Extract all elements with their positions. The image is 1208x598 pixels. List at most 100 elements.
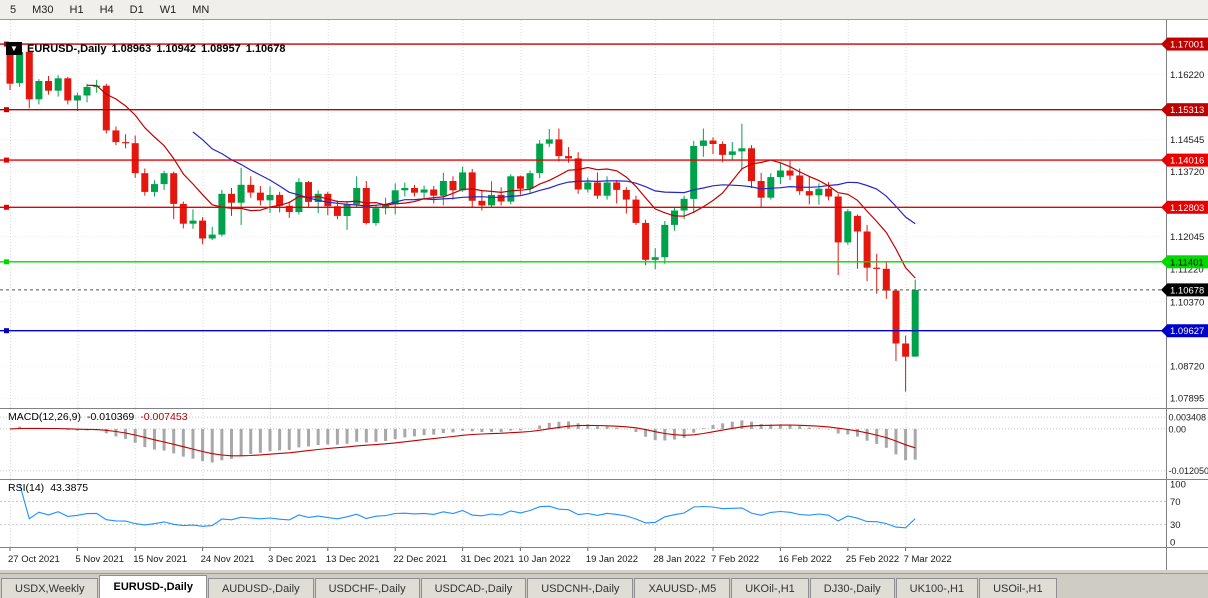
tab-dj30-daily[interactable]: DJ30-,Daily xyxy=(809,578,895,598)
candle xyxy=(324,191,332,216)
candle xyxy=(757,172,765,209)
rsi-pane[interactable]: 100 70 30 0 RSI(14) 43.3875 xyxy=(0,480,1208,548)
candle xyxy=(276,191,284,213)
candle xyxy=(507,174,515,205)
candle xyxy=(420,185,428,199)
candle xyxy=(102,83,110,134)
macd-axis-label: 0.00 xyxy=(1169,424,1187,434)
main-chart-pane[interactable]: 1.16220 1.14545 1.13720 1.12045 1.11220 1.103… xyxy=(0,20,1208,409)
date-axis-label: 27 Oct 2021 xyxy=(8,554,60,565)
price-axis-label: 1.16220 xyxy=(1170,70,1204,81)
tab-usdcad-daily[interactable]: USDCAD-,Daily xyxy=(420,578,527,598)
candle xyxy=(266,186,274,213)
candle xyxy=(690,140,698,214)
timeframe-button-m30[interactable]: M30 xyxy=(32,3,54,16)
tab-usdx-weekly[interactable]: USDX,Weekly xyxy=(1,578,99,598)
candle xyxy=(671,207,678,231)
candle xyxy=(699,128,707,157)
rsi-axis-label: 0 xyxy=(1170,538,1175,548)
tab-usdcnh-daily[interactable]: USDCNH-,Daily xyxy=(527,578,634,598)
candle xyxy=(834,193,842,275)
tab-uk100-h1[interactable]: UK100-,H1 xyxy=(895,578,979,598)
timeframe-button-d1[interactable]: D1 xyxy=(129,3,144,16)
candle xyxy=(218,189,226,237)
candle xyxy=(372,205,380,226)
tab-eurusd-daily[interactable]: EURUSD-,Daily xyxy=(99,575,207,598)
timeframe-button-mn[interactable]: MN xyxy=(192,3,210,16)
candle xyxy=(574,152,582,194)
candle xyxy=(449,176,457,200)
tab-usoil-h1[interactable]: USOil-,H1 xyxy=(979,578,1057,598)
macd-pane[interactable]: 0.003408 0.00 -0.012050 MACD(12,26,9) -0.0… xyxy=(0,409,1208,480)
candle xyxy=(873,254,881,294)
candle xyxy=(411,184,418,197)
price-line-label: 1.12803 xyxy=(1170,203,1204,214)
candle xyxy=(892,289,900,361)
price-axis-label: 1.12045 xyxy=(1170,232,1204,243)
rsi-axis-label: 100 xyxy=(1170,480,1186,491)
price-axis-label: 1.13720 xyxy=(1170,167,1204,178)
price-axis-label: 1.11220 xyxy=(1170,264,1204,275)
candle xyxy=(64,76,72,105)
candle xyxy=(199,217,207,245)
candle xyxy=(247,176,255,198)
ohlc-high: 1.10942 xyxy=(156,42,196,55)
chart-dropdown-icon[interactable]: ▼ xyxy=(6,42,22,55)
timeframe-button-5[interactable]: 5 xyxy=(10,3,17,16)
date-axis-canvas: 27 Oct 2021 5 Nov 2021 15 Nov 2021 24 Nov 2… xyxy=(8,548,1167,570)
candle xyxy=(622,187,630,214)
candle xyxy=(391,183,399,215)
candle xyxy=(305,181,312,208)
macd-histogram xyxy=(18,420,917,463)
candle xyxy=(160,170,168,190)
hline-handle xyxy=(4,157,9,163)
tab-xauusd-m5[interactable]: XAUUSD-,M5 xyxy=(634,578,731,598)
rsi-indicator-name: RSI(14) xyxy=(8,482,45,494)
macd-label: MACD(12,26,9) -0.010369 -0.007453 xyxy=(8,411,188,423)
candles-layer xyxy=(6,47,919,392)
candle xyxy=(497,187,505,206)
candle xyxy=(16,48,24,87)
candle xyxy=(179,201,187,229)
tab-ukoil-h1[interactable]: UKOil-,H1 xyxy=(731,578,809,598)
date-axis-label: 7 Feb 2022 xyxy=(711,554,759,565)
candle xyxy=(584,177,592,193)
candle xyxy=(401,182,409,197)
rsi-canvas[interactable]: 100 70 30 0 xyxy=(0,480,1208,547)
rsi-axis-label: 30 xyxy=(1170,520,1181,531)
candle xyxy=(555,128,563,162)
price-axis-label: 1.10370 xyxy=(1170,297,1204,308)
candle xyxy=(237,167,245,225)
candle xyxy=(353,176,361,208)
price-axis-label: 1.08720 xyxy=(1170,362,1204,373)
date-axis-label: 16 Feb 2022 xyxy=(778,554,831,565)
candle xyxy=(738,123,746,171)
candle xyxy=(459,166,467,192)
candle xyxy=(911,279,919,357)
price-line-label: 1.09627 xyxy=(1170,326,1204,337)
candle xyxy=(516,175,524,195)
timeframe-button-w1[interactable]: W1 xyxy=(159,3,177,16)
timeframe-button-h4[interactable]: H4 xyxy=(99,3,114,16)
candle xyxy=(382,197,390,215)
date-axis-label: 22 Dec 2021 xyxy=(393,554,447,565)
ohlc-open: 1.08963 xyxy=(111,42,152,55)
tab-audusd-daily[interactable]: AUDUSD-,Daily xyxy=(207,578,314,598)
candle xyxy=(632,195,640,225)
candle xyxy=(709,137,717,155)
date-axis-label: 19 Jan 2022 xyxy=(586,554,638,565)
timeframe-button-h1[interactable]: H1 xyxy=(69,3,84,16)
tab-usdchf-daily[interactable]: USDCHF-,Daily xyxy=(314,578,420,598)
candle xyxy=(151,180,158,197)
candle xyxy=(593,172,601,199)
candle xyxy=(728,142,736,160)
date-axis-label: 13 Dec 2021 xyxy=(326,554,380,565)
rsi-axis-label: 70 xyxy=(1170,497,1181,508)
candle xyxy=(83,83,91,103)
date-axis-label: 10 Jan 2022 xyxy=(518,554,570,565)
window-gap xyxy=(0,570,1208,573)
main-chart-canvas[interactable]: 1.16220 1.14545 1.13720 1.12045 1.11220 1.103… xyxy=(0,20,1208,408)
price-line-label: 1.11401 xyxy=(1170,257,1204,268)
date-axis[interactable]: 27 Oct 2021 5 Nov 2021 15 Nov 2021 24 Nov 2… xyxy=(0,548,1208,570)
